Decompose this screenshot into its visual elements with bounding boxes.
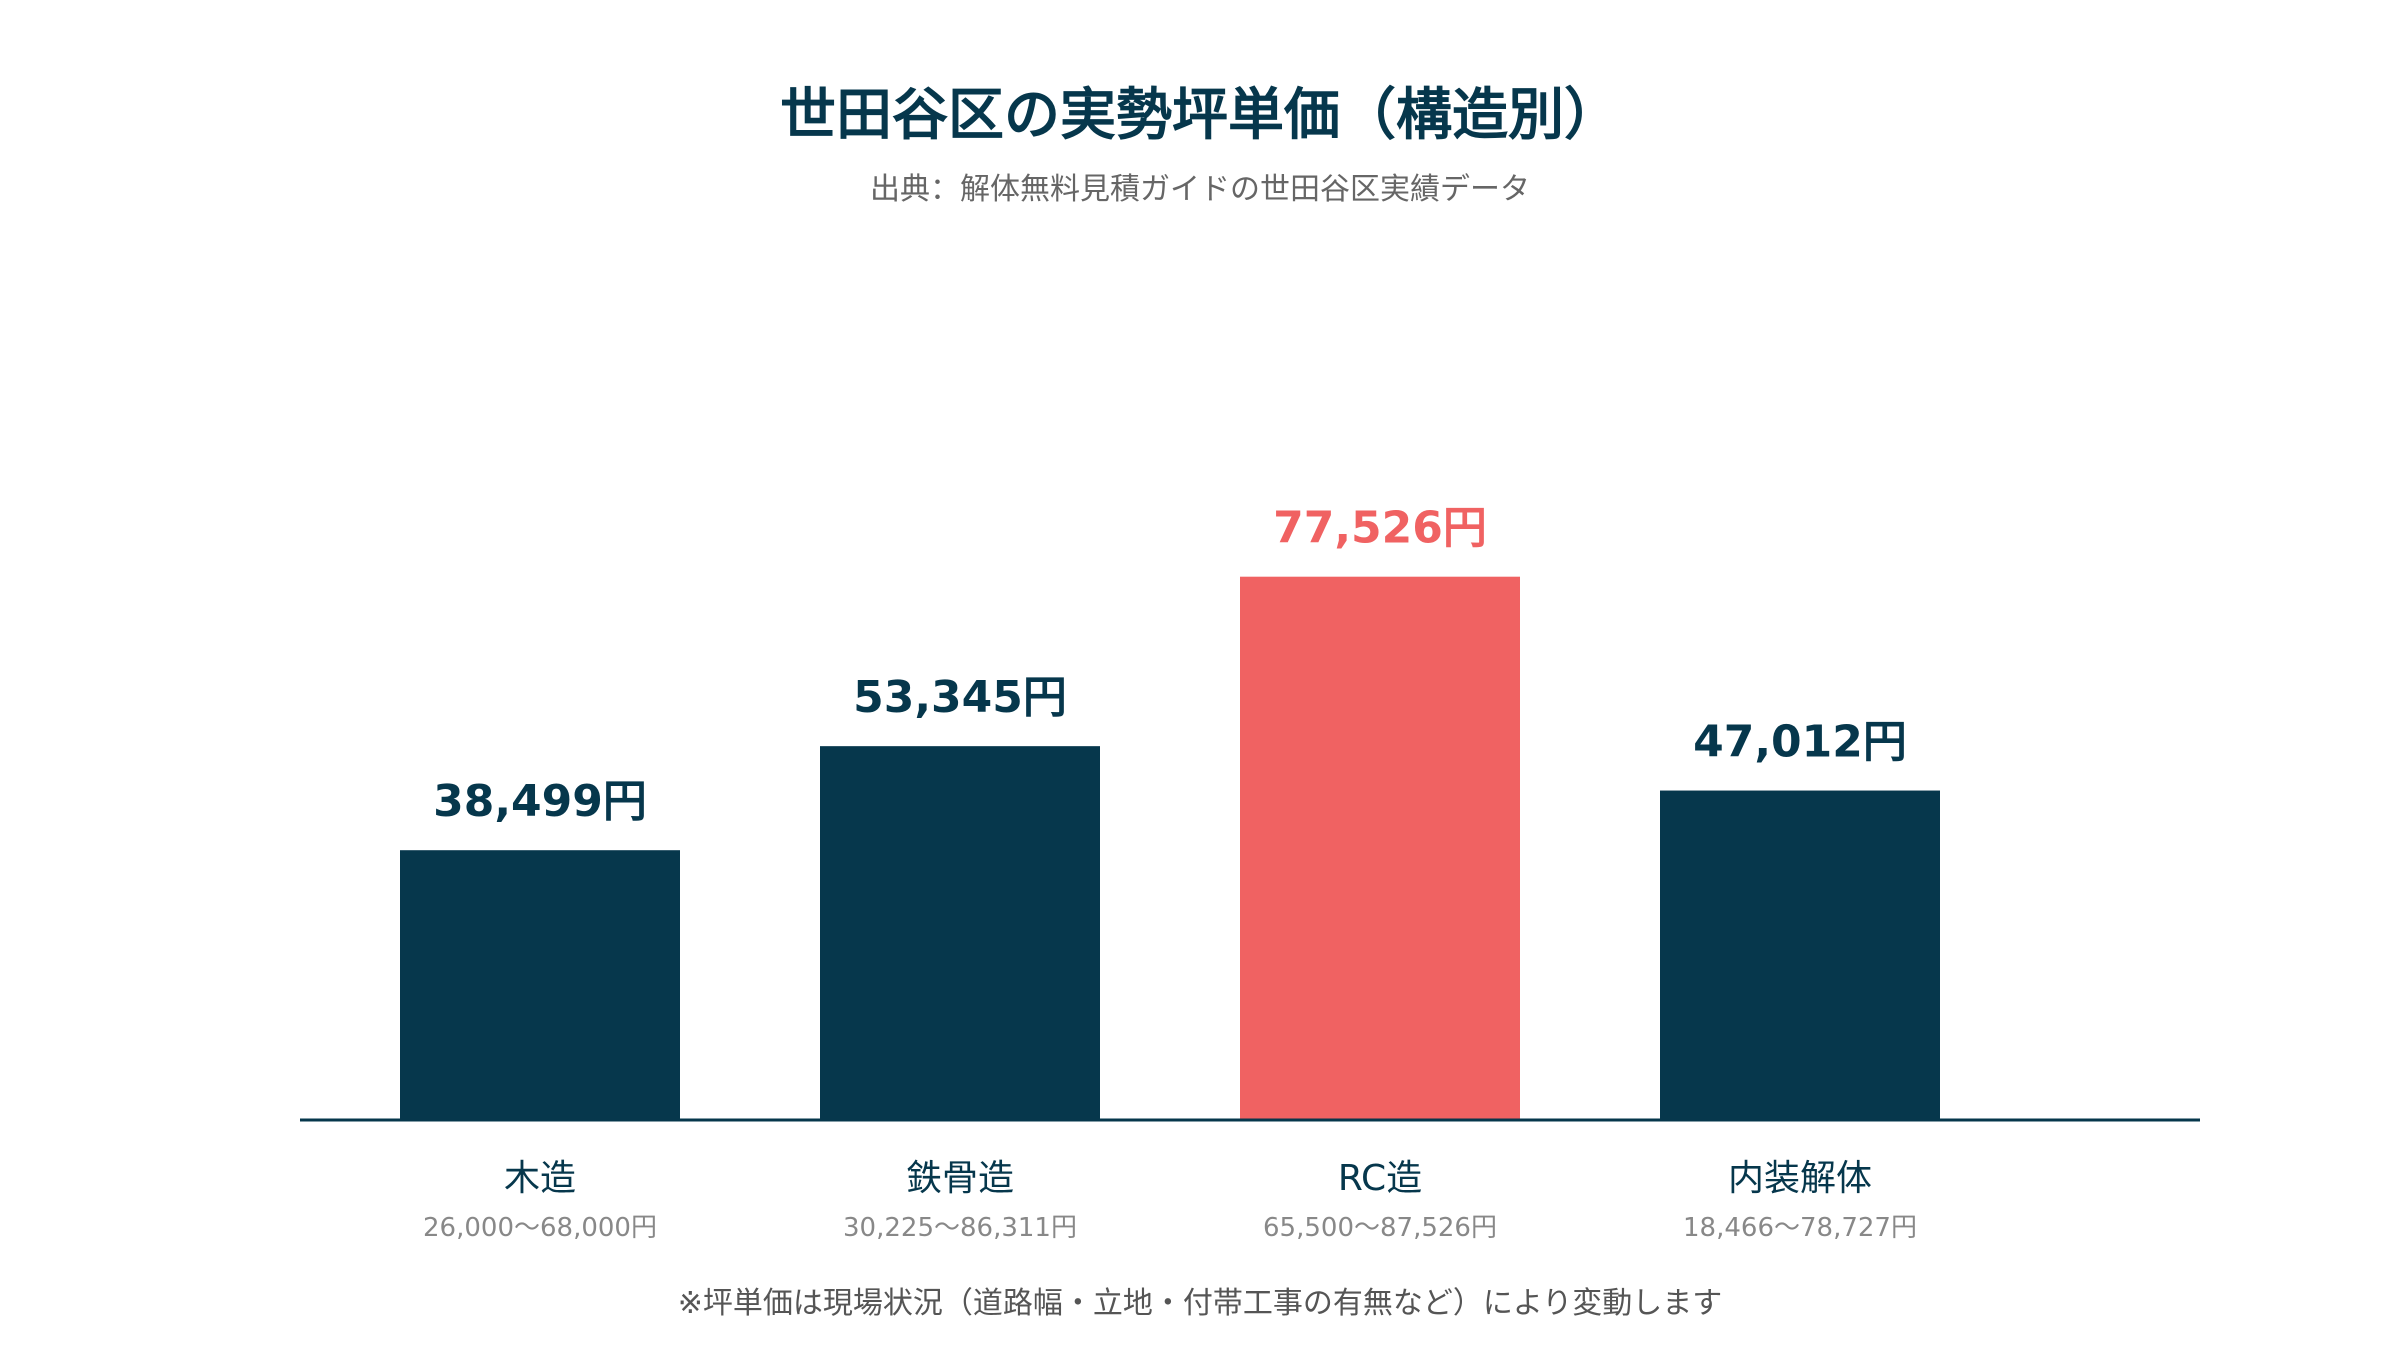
range-label: 26,000〜68,000円 <box>423 1213 657 1243</box>
category-label: 内装解体 <box>1728 1158 1872 1199</box>
bar <box>1660 790 1940 1120</box>
bar <box>400 850 680 1120</box>
value-label: 47,012円 <box>1693 717 1907 768</box>
value-label: 38,499円 <box>433 776 647 827</box>
range-label: 18,466〜78,727円 <box>1683 1213 1917 1243</box>
category-label: 鉄骨造 <box>906 1158 1014 1199</box>
footnote: ※坪単価は現場状況（道路幅・立地・付帯工事の有無など）により変動します <box>677 1286 1723 1321</box>
value-label: 53,345円 <box>853 672 1067 723</box>
range-label: 30,225〜86,311円 <box>843 1213 1077 1243</box>
bar <box>820 746 1100 1120</box>
chart-title: 世田谷区の実勢坪単価（構造別） <box>780 83 1620 148</box>
range-label: 65,500〜87,526円 <box>1263 1213 1497 1243</box>
category-label: 木造 <box>504 1158 576 1199</box>
bar <box>1240 576 1520 1120</box>
value-label: 77,526円 <box>1273 503 1487 554</box>
chart-subtitle: 出典：解体無料見積ガイドの世田谷区実績データ <box>870 172 1530 207</box>
category-label: RC造 <box>1338 1158 1422 1199</box>
